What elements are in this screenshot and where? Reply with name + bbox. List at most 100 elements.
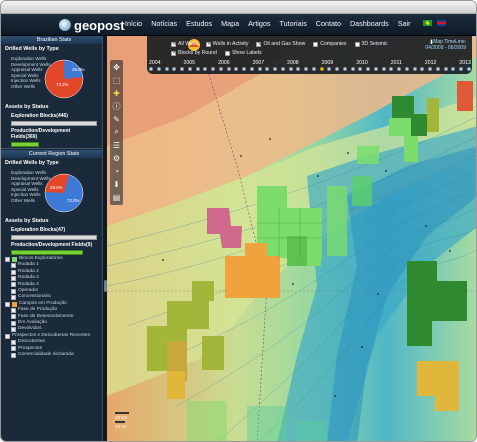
filter-wells-in-activity[interactable]: Wells in Activity bbox=[205, 40, 248, 47]
block[interactable] bbox=[392, 96, 414, 118]
block[interactable] bbox=[357, 146, 379, 164]
year-label[interactable]: 2005 bbox=[183, 60, 196, 66]
timeline-dot[interactable] bbox=[350, 67, 355, 71]
timeline-dot[interactable] bbox=[195, 67, 200, 71]
timeline-dot[interactable] bbox=[304, 67, 308, 71]
year-label[interactable]: 2009 bbox=[321, 60, 334, 66]
filter-3d-seismic[interactable]: 3D Seismic bbox=[354, 41, 388, 47]
pan-icon[interactable]: ✥ bbox=[113, 62, 120, 72]
block[interactable] bbox=[352, 176, 372, 206]
tree-row[interactable]: Prospectos bbox=[5, 346, 103, 352]
timeline-dot[interactable] bbox=[296, 67, 301, 71]
timeline-dot[interactable] bbox=[180, 67, 184, 71]
zoom-box-icon[interactable]: ⬚ bbox=[112, 75, 121, 85]
timeline-dot[interactable] bbox=[218, 67, 223, 71]
checkbox[interactable] bbox=[313, 41, 319, 47]
tree-row[interactable]: Operador bbox=[5, 288, 103, 294]
checkbox[interactable] bbox=[11, 314, 16, 320]
tree-row[interactable]: Fase de Desenvolvimento bbox=[5, 314, 103, 320]
brazil-flag-icon[interactable] bbox=[422, 20, 432, 26]
checkbox[interactable] bbox=[11, 282, 16, 288]
block[interactable] bbox=[404, 136, 418, 162]
menu-item-inicio[interactable]: Início bbox=[125, 19, 143, 28]
checkbox-checked[interactable] bbox=[171, 49, 177, 56]
checkbox[interactable] bbox=[11, 263, 16, 269]
timeline-dot[interactable] bbox=[273, 67, 277, 71]
block[interactable] bbox=[457, 81, 473, 111]
block[interactable] bbox=[407, 261, 467, 346]
measure-icon[interactable]: ✎ bbox=[113, 114, 120, 124]
year-label[interactable]: 2007 bbox=[252, 60, 265, 66]
year-label[interactable]: 2013 bbox=[459, 60, 471, 66]
tree-row[interactable]: Rodada 2 bbox=[5, 269, 103, 275]
block[interactable] bbox=[187, 401, 227, 442]
checkbox[interactable] bbox=[5, 301, 10, 307]
tree-row[interactable]: Concessionário bbox=[5, 294, 103, 301]
settings-icon[interactable]: ⚙ bbox=[112, 153, 121, 163]
brazilian-stats-header[interactable]: Brazilian Stats bbox=[1, 36, 107, 44]
filter-show-labels[interactable]: Show Labels bbox=[224, 50, 262, 56]
checkbox-checked[interactable] bbox=[205, 40, 212, 47]
tree-row[interactable]: Fase de Produção bbox=[5, 307, 103, 313]
tree-row[interactable]: Em Avaliação bbox=[5, 320, 103, 326]
timeline-dot[interactable] bbox=[443, 67, 448, 71]
timeline-dot[interactable] bbox=[226, 67, 231, 71]
block[interactable] bbox=[287, 236, 307, 266]
timeline-dot[interactable] bbox=[342, 67, 347, 71]
year-label[interactable]: 2006 bbox=[218, 60, 230, 66]
block[interactable] bbox=[245, 243, 267, 257]
timeline-dot[interactable] bbox=[242, 67, 246, 71]
menu-item-tutoriais[interactable]: Tutoriais bbox=[279, 19, 307, 28]
timeline-dot[interactable] bbox=[389, 67, 394, 71]
tree-row[interactable]: Devolvidos bbox=[5, 326, 103, 333]
timeline-dot[interactable] bbox=[420, 67, 425, 71]
print-icon[interactable]: ▤ bbox=[112, 192, 121, 202]
block[interactable] bbox=[207, 208, 242, 248]
rss-icon[interactable]: ◔ bbox=[114, 166, 119, 176]
filter-all-wells[interactable]: All Wells bbox=[171, 40, 198, 47]
brand-logo[interactable]: geopost bbox=[59, 16, 125, 34]
current-region-header[interactable]: Current Region Stats bbox=[1, 150, 107, 158]
menu-item-noticias[interactable]: Notícias bbox=[151, 19, 178, 28]
block[interactable] bbox=[247, 406, 287, 442]
timeline-dot[interactable] bbox=[412, 67, 417, 71]
year-label[interactable]: 2011 bbox=[390, 60, 402, 66]
timeline-dot[interactable] bbox=[335, 67, 339, 71]
timeline-dot[interactable] bbox=[265, 67, 270, 71]
checkbox[interactable] bbox=[5, 256, 10, 262]
move-icon[interactable]: ✚ bbox=[113, 88, 120, 98]
block[interactable] bbox=[297, 421, 327, 442]
timeline-dot[interactable] bbox=[327, 67, 332, 71]
block[interactable] bbox=[307, 251, 321, 266]
timeline-dot[interactable] bbox=[373, 67, 378, 71]
download-icon[interactable]: ⬇ bbox=[428, 40, 434, 46]
timeline-dot[interactable] bbox=[311, 67, 316, 71]
download-icon[interactable]: ⬇ bbox=[113, 179, 120, 189]
timeline-dot[interactable] bbox=[466, 67, 471, 71]
timeline-dot[interactable] bbox=[187, 67, 192, 71]
filter-oil-gas-show[interactable]: Oil and Gas Show bbox=[256, 40, 305, 47]
block[interactable] bbox=[427, 98, 439, 132]
timeline-dot[interactable] bbox=[234, 67, 239, 71]
menu-item-estudos[interactable]: Estudos bbox=[186, 19, 213, 28]
timeline-dot[interactable] bbox=[249, 67, 254, 71]
checkbox[interactable] bbox=[11, 352, 16, 358]
timeline-dot[interactable] bbox=[211, 67, 215, 71]
timeline-dot[interactable] bbox=[172, 67, 177, 71]
checkbox[interactable] bbox=[11, 307, 16, 313]
tree-row[interactable]: Rodada 4 bbox=[5, 282, 103, 288]
timeline-dot[interactable] bbox=[358, 67, 363, 71]
menu-item-contato[interactable]: Contato bbox=[315, 19, 341, 28]
tree-row[interactable]: Descobertas bbox=[5, 339, 103, 345]
checkbox-checked[interactable] bbox=[256, 40, 262, 47]
menu-item-mapa[interactable]: Mapa bbox=[221, 19, 240, 28]
tree-row[interactable]: Blocos Exploratórios bbox=[5, 256, 103, 262]
tree-row[interactable]: Rodada 1 bbox=[5, 262, 103, 269]
checkbox[interactable] bbox=[11, 288, 16, 294]
timeline-dot[interactable] bbox=[319, 67, 324, 71]
block[interactable] bbox=[225, 256, 280, 298]
checkbox-checked[interactable] bbox=[171, 40, 177, 47]
filter-blocks-by-round[interactable]: Blocks by Round bbox=[171, 49, 217, 56]
block[interactable] bbox=[257, 186, 287, 208]
block[interactable] bbox=[389, 118, 411, 136]
